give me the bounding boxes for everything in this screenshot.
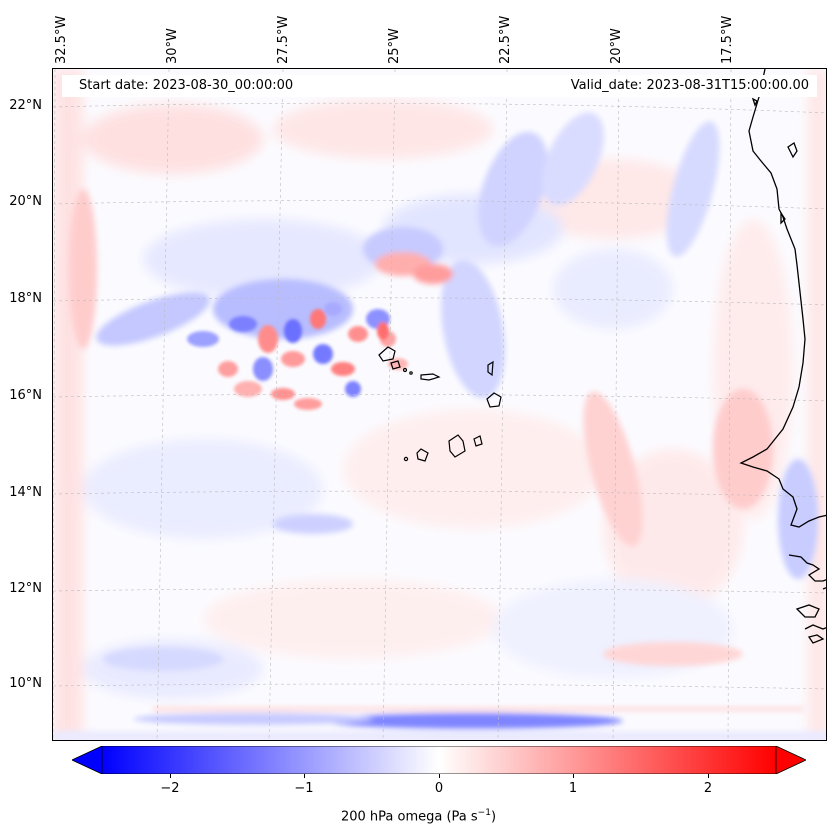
convective-cluster: [187, 302, 408, 410]
colorbar-label: 200 hPa omega (Pa s−1): [0, 808, 837, 824]
colorbar-tick-label: −1: [294, 781, 314, 796]
cabo-verde-islands: [378, 346, 502, 462]
colorbar-tick-label: 0: [434, 781, 444, 796]
lon-label-32-5w: 32.5°W: [54, 15, 69, 64]
lat-label-10n: 10°N: [9, 676, 42, 691]
lat-label-16n: 16°N: [9, 388, 42, 403]
graticule: [53, 69, 826, 740]
lat-label-22n: 22°N: [9, 98, 42, 113]
african-coastline: [739, 69, 826, 644]
valid-date-label: Valid_date: 2023-08-31T15:00:00.00: [570, 78, 809, 93]
colorbar-label-unit-exponent: −1: [477, 808, 491, 818]
colorbar-extend-high: [775, 746, 806, 774]
colorbar-label-close: ): [490, 809, 497, 825]
lon-label-27-5w: 27.5°W: [276, 15, 291, 64]
lon-label-25w: 25°W: [387, 28, 402, 64]
colorbar-label-main: 200 hPa omega (Pa s: [340, 809, 478, 825]
omega-field-medium: [69, 112, 818, 671]
colorbar: [72, 746, 806, 774]
info-strip: [62, 75, 817, 97]
lon-label-17-5w: 17.5°W: [720, 15, 735, 64]
colorbar-tick-mark: [573, 774, 574, 778]
lon-label-22-5w: 22.5°W: [498, 15, 513, 64]
colorbar-tick-mark: [708, 774, 709, 778]
colorbar-tick-label: 1: [568, 781, 578, 796]
start-date-label: Start date: 2023-08-30_00:00:00: [79, 78, 294, 93]
lat-label-18n: 18°N: [9, 291, 42, 306]
lat-label-14n: 14°N: [9, 485, 42, 500]
omega-field-broad: [53, 69, 826, 740]
colorbar-tick-mark: [439, 774, 440, 778]
colorbar-tick-mark: [170, 774, 171, 778]
colorbar-tick-label: 2: [703, 781, 713, 796]
lat-label-12n: 12°N: [9, 581, 42, 596]
colorbar-gradient: [101, 746, 777, 774]
lat-label-20n: 20°N: [9, 194, 42, 209]
colorbar-tick-mark: [304, 774, 305, 778]
omega-field-map: [53, 69, 826, 740]
map-panel[interactable]: [52, 68, 827, 741]
colorbar-extend-low: [72, 746, 103, 774]
southern-boundary-band: [53, 707, 826, 740]
lon-label-30w: 30°W: [165, 28, 180, 64]
colorbar-tick-label: −2: [160, 781, 180, 796]
lon-label-20w: 20°W: [609, 28, 624, 64]
